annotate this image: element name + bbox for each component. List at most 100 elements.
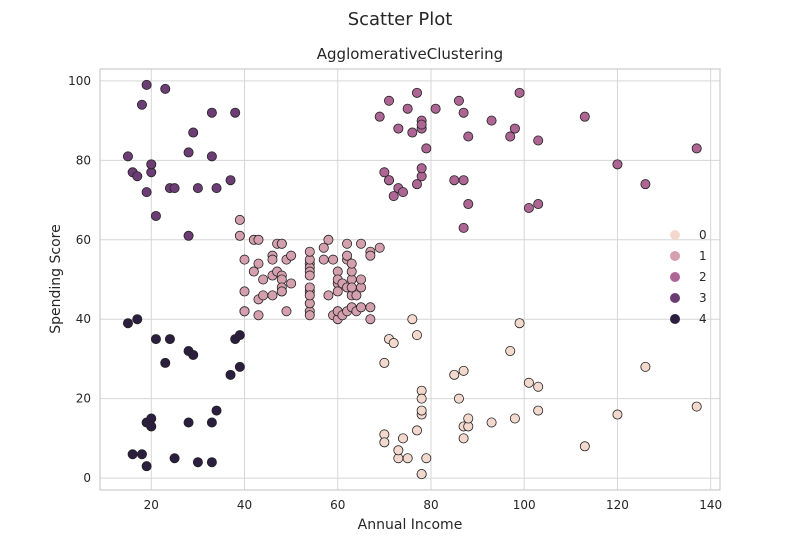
data-point bbox=[510, 124, 519, 133]
data-point bbox=[487, 116, 496, 125]
data-point bbox=[408, 315, 417, 324]
x-tick-label: 40 bbox=[237, 498, 252, 512]
data-point bbox=[231, 108, 240, 117]
legend-marker bbox=[670, 272, 680, 282]
data-point bbox=[259, 291, 268, 300]
data-point bbox=[142, 462, 151, 471]
data-point bbox=[692, 144, 701, 153]
data-point bbox=[193, 458, 202, 467]
data-point bbox=[240, 255, 249, 264]
y-axis-label: Spending Score bbox=[48, 224, 64, 333]
chart-title: AgglomerativeClustering bbox=[317, 45, 503, 63]
data-point bbox=[240, 287, 249, 296]
data-point bbox=[534, 199, 543, 208]
data-point bbox=[235, 215, 244, 224]
data-point bbox=[305, 291, 314, 300]
data-point bbox=[137, 100, 146, 109]
data-point bbox=[170, 454, 179, 463]
data-point bbox=[384, 176, 393, 185]
x-tick-label: 100 bbox=[513, 498, 536, 512]
data-point bbox=[254, 259, 263, 268]
data-point bbox=[366, 315, 375, 324]
legend-marker bbox=[670, 251, 680, 261]
data-point bbox=[287, 279, 296, 288]
data-point bbox=[235, 331, 244, 340]
data-point bbox=[394, 124, 403, 133]
data-point bbox=[459, 366, 468, 375]
data-point bbox=[464, 199, 473, 208]
data-point bbox=[692, 402, 701, 411]
data-point bbox=[641, 180, 650, 189]
data-point bbox=[226, 176, 235, 185]
data-point bbox=[282, 307, 291, 316]
data-point bbox=[580, 442, 589, 451]
data-point bbox=[212, 184, 221, 193]
data-point bbox=[347, 259, 356, 268]
data-point bbox=[515, 319, 524, 328]
data-point bbox=[137, 450, 146, 459]
data-point bbox=[133, 315, 142, 324]
data-point bbox=[207, 152, 216, 161]
data-point bbox=[277, 239, 286, 248]
y-tick-label: 80 bbox=[76, 153, 91, 167]
y-tick-label: 20 bbox=[76, 392, 91, 406]
data-point bbox=[408, 128, 417, 137]
data-point bbox=[380, 438, 389, 447]
data-point bbox=[123, 319, 132, 328]
data-point bbox=[184, 148, 193, 157]
x-tick-label: 20 bbox=[144, 498, 159, 512]
data-point bbox=[398, 434, 407, 443]
y-tick-label: 100 bbox=[68, 74, 91, 88]
data-point bbox=[412, 426, 421, 435]
data-point bbox=[342, 239, 351, 248]
data-point bbox=[613, 410, 622, 419]
legend-marker bbox=[670, 293, 680, 303]
data-point bbox=[422, 454, 431, 463]
legend-label: 2 bbox=[699, 270, 707, 284]
data-point bbox=[226, 370, 235, 379]
x-tick-label: 80 bbox=[423, 498, 438, 512]
data-point bbox=[459, 176, 468, 185]
data-point bbox=[459, 223, 468, 232]
data-point bbox=[235, 362, 244, 371]
data-point bbox=[534, 136, 543, 145]
data-point bbox=[417, 470, 426, 479]
data-point bbox=[287, 251, 296, 260]
data-point bbox=[515, 88, 524, 97]
data-point bbox=[161, 84, 170, 93]
data-point bbox=[454, 96, 463, 105]
data-point bbox=[151, 334, 160, 343]
data-point bbox=[534, 406, 543, 415]
data-point bbox=[235, 231, 244, 240]
y-tick-label: 40 bbox=[76, 312, 91, 326]
data-point bbox=[450, 370, 459, 379]
data-point bbox=[324, 235, 333, 244]
data-point bbox=[422, 144, 431, 153]
data-point bbox=[128, 450, 137, 459]
data-point bbox=[324, 291, 333, 300]
data-point bbox=[403, 454, 412, 463]
data-point bbox=[417, 394, 426, 403]
data-point bbox=[212, 406, 221, 415]
data-point bbox=[319, 255, 328, 264]
y-tick-label: 60 bbox=[76, 233, 91, 247]
data-point bbox=[142, 80, 151, 89]
data-point bbox=[305, 271, 314, 280]
data-point bbox=[259, 275, 268, 284]
y-tick-label: 0 bbox=[83, 471, 91, 485]
data-point bbox=[384, 96, 393, 105]
data-point bbox=[524, 378, 533, 387]
data-point bbox=[277, 287, 286, 296]
data-point bbox=[268, 255, 277, 264]
data-point bbox=[254, 311, 263, 320]
legend-label: 1 bbox=[699, 249, 707, 263]
legend-marker bbox=[670, 230, 680, 240]
data-point bbox=[207, 108, 216, 117]
data-point bbox=[464, 132, 473, 141]
data-point bbox=[254, 235, 263, 244]
data-point bbox=[356, 275, 365, 284]
data-point bbox=[431, 104, 440, 113]
data-point bbox=[375, 112, 384, 121]
legend-marker bbox=[670, 314, 680, 324]
data-point bbox=[356, 303, 365, 312]
